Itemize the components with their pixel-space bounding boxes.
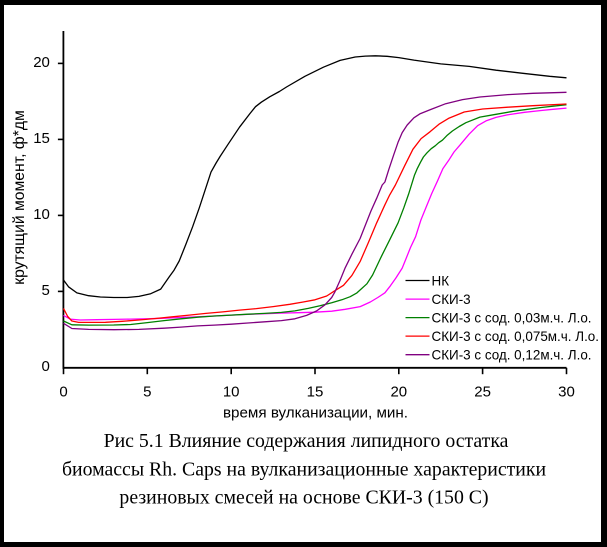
svg-text:20: 20 — [390, 384, 407, 401]
svg-text:СКИ-3 с сод. 0,12м.ч. Л.о.: СКИ-3 с сод. 0,12м.ч. Л.о. — [432, 348, 592, 363]
svg-text:25: 25 — [474, 384, 491, 401]
svg-text:Рис 5.1 Влияние содержания лип: Рис 5.1 Влияние содержания липидного ост… — [104, 430, 509, 452]
svg-text:крутящий момент, ф*дм: крутящий момент, ф*дм — [11, 110, 28, 285]
svg-text:0: 0 — [59, 384, 67, 401]
svg-text:0: 0 — [42, 358, 50, 375]
svg-text:20: 20 — [33, 54, 50, 71]
svg-text:биомассы Rh. Caps на вулканиза: биомассы Rh. Caps на вулканизационные ха… — [62, 458, 547, 480]
svg-text:СКИ-3 с сод. 0,075м.ч. Л.о.: СКИ-3 с сод. 0,075м.ч. Л.о. — [432, 329, 600, 344]
svg-text:СКИ-3 с сод. 0,03м.ч. Л.о.: СКИ-3 с сод. 0,03м.ч. Л.о. — [432, 310, 592, 325]
svg-text:резиновых смесей на основе СКИ: резиновых смесей на основе СКИ-3 (150 С) — [119, 487, 488, 509]
svg-text:10: 10 — [33, 206, 50, 223]
svg-text:15: 15 — [307, 384, 324, 401]
svg-text:НК: НК — [432, 273, 450, 288]
svg-text:СКИ-3: СКИ-3 — [432, 292, 471, 307]
svg-text:10: 10 — [223, 384, 240, 401]
svg-text:5: 5 — [42, 282, 50, 299]
svg-text:5: 5 — [143, 384, 151, 401]
svg-text:30: 30 — [558, 384, 575, 401]
svg-text:15: 15 — [33, 130, 50, 147]
svg-text:время вулканизации, мин.: время вулканизации, мин. — [223, 404, 408, 421]
